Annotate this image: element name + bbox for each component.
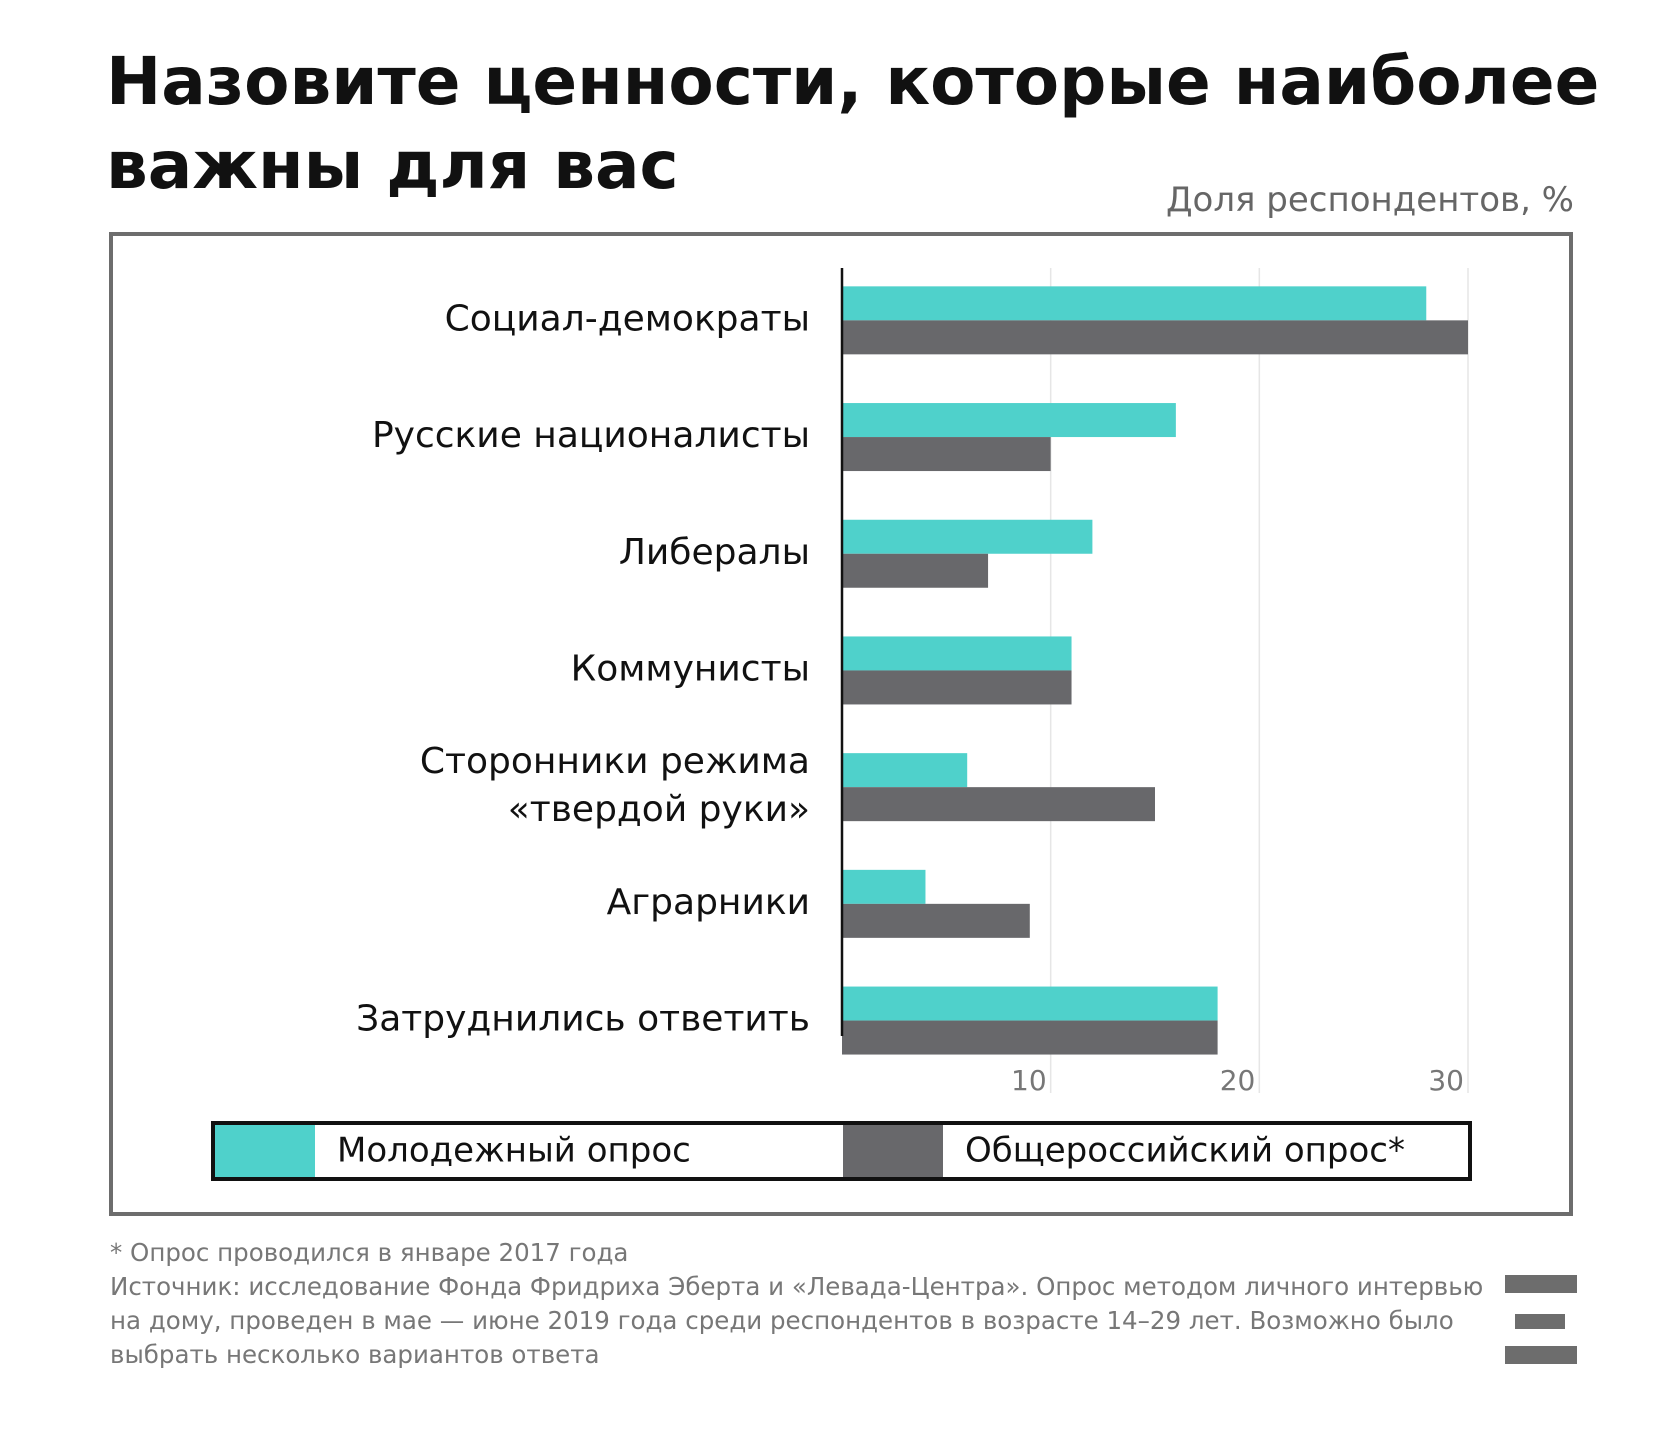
- y-tick-label: Либералы: [619, 532, 810, 573]
- legend-swatch: [843, 1125, 943, 1177]
- frame: [109, 232, 1573, 1216]
- bar: [842, 636, 1072, 671]
- footnotes: * Опрос проводился в январе 2017 года Ист…: [110, 1236, 1490, 1372]
- bar: [842, 986, 1218, 1021]
- bar: [842, 787, 1155, 822]
- bar: [842, 519, 1093, 554]
- y-tick-label: Русские националисты: [372, 415, 810, 456]
- bar: [842, 286, 1427, 321]
- bar: [842, 670, 1072, 705]
- bar: [842, 869, 926, 904]
- bar: [842, 753, 968, 788]
- bar: [842, 403, 1176, 438]
- x-tick-label: 30: [1428, 1064, 1464, 1097]
- chart-title: Назовите ценности, которые наиболее важн…: [106, 43, 1600, 204]
- bar: [842, 553, 989, 588]
- x-tick-label: 20: [1220, 1064, 1256, 1097]
- bar: [842, 437, 1051, 472]
- legend-label: Молодежный опрос: [337, 1131, 691, 1171]
- bar: [842, 320, 1468, 355]
- x-tick-label: 10: [1011, 1064, 1047, 1097]
- chart-subtitle: Доля респондентов, %: [1165, 180, 1574, 220]
- legend-swatch: [215, 1125, 315, 1177]
- y-tick-label: Социал-демократы: [445, 298, 810, 339]
- legend-label: Общероссийский опрос*: [965, 1131, 1405, 1171]
- y-tick-label: Аграрники: [607, 882, 810, 923]
- y-tick-label: Коммунисты: [571, 648, 810, 689]
- footnote: * Опрос проводился в январе 2017 года: [110, 1238, 629, 1267]
- bar: [842, 903, 1030, 938]
- y-tick-label: Затруднились ответить: [356, 999, 810, 1040]
- logo: [1505, 1275, 1577, 1364]
- y-tick-label: Сторонники режима «твердой руки»: [420, 741, 810, 830]
- legend-box: [211, 1121, 1472, 1181]
- bar: [842, 1020, 1218, 1055]
- footnote: Источник: исследование Фонда Фридриха Эб…: [110, 1272, 1484, 1369]
